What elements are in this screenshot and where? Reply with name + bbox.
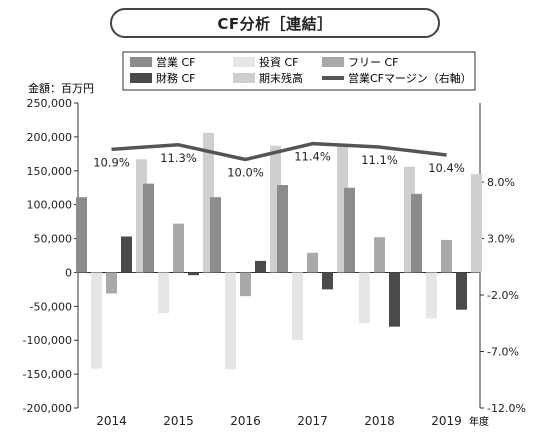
x-tick-label: 2015 xyxy=(163,414,194,428)
y2-tick-label: -7.0% xyxy=(487,346,519,359)
bar-kimatsu-2017 xyxy=(337,144,348,273)
bar-zaimu-2019 xyxy=(456,272,467,310)
y-tick-label: -150,000 xyxy=(23,368,72,381)
bar-kimatsu-2016 xyxy=(270,145,281,273)
bar-eigyo-2017 xyxy=(277,185,288,273)
bar-eigyo-2019 xyxy=(411,193,422,273)
y-tick-label: -100,000 xyxy=(23,334,72,347)
bar-kimatsu-2014 xyxy=(136,159,147,273)
bar-eigyo-2016 xyxy=(210,197,221,273)
x-tick-label: 2016 xyxy=(230,414,261,428)
legend-swatch-eigyo xyxy=(130,57,152,67)
bar-toshi-2016 xyxy=(225,272,236,370)
plot-area: 250,000 200,000 150,000 100,000 50,000 0 -50,0… xyxy=(23,97,526,428)
margin-data-label: 10.0% xyxy=(227,165,264,179)
y2-tick-label: -2.0% xyxy=(487,289,519,302)
bar-free-2017 xyxy=(307,252,318,273)
y2-tick-label: 8.0% xyxy=(487,176,515,189)
margin-data-label: 11.3% xyxy=(160,151,197,165)
bar-zaimu-2017 xyxy=(322,272,333,290)
bar-toshi-2019 xyxy=(426,272,437,319)
bar-eigyo-2018 xyxy=(344,187,355,273)
bar-free-2018 xyxy=(374,237,385,273)
bar-free-2015 xyxy=(173,223,184,273)
margin-data-label: 10.9% xyxy=(93,155,130,169)
y-tick-label: 150,000 xyxy=(27,165,73,178)
chart-title: CF分析［連結］ xyxy=(110,8,440,38)
bar-zaimu-2016 xyxy=(255,260,266,273)
margin-data-label: 10.4% xyxy=(428,161,465,175)
margin-line xyxy=(111,141,447,162)
margin-data-label: 11.1% xyxy=(361,153,398,167)
bar-free-2014 xyxy=(106,272,117,294)
legend-label-eigyo: 営業 CF xyxy=(156,55,196,69)
y-tick-label: 0 xyxy=(65,266,72,279)
legend-label-toshi: 投資 CF xyxy=(259,55,299,69)
bar-zaimu-2018 xyxy=(389,272,400,327)
y-tick-label: 100,000 xyxy=(27,199,73,212)
bar-kimatsu-2018 xyxy=(404,166,415,273)
legend-label-zaimu: 財務 CF xyxy=(156,71,196,85)
y-tick-label: 200,000 xyxy=(27,131,73,144)
legend-swatch-toshi xyxy=(233,57,255,67)
legend-label-margin: 営業CFマージン（右軸） xyxy=(348,71,472,85)
bar-toshi-2014 xyxy=(91,272,102,369)
bar-toshi-2015 xyxy=(158,272,169,314)
legend-swatch-kimatsu xyxy=(233,73,255,83)
bar-eigyo-2015 xyxy=(143,183,154,273)
x-tick-label: 2017 xyxy=(297,414,328,428)
y-tick-label: 50,000 xyxy=(34,233,73,246)
bar-toshi-2017 xyxy=(292,272,303,341)
bar-kimatsu-2019 xyxy=(471,174,482,273)
y2-tick-label: -12.0% xyxy=(487,402,526,415)
bar-kimatsu-2015 xyxy=(203,132,214,273)
bar-zaimu-2014 xyxy=(121,236,132,273)
unit-label: 金額：百万円 xyxy=(28,81,94,95)
legend-label-kimatsu: 期末残高 xyxy=(259,71,303,85)
x-tick-label: 2014 xyxy=(96,414,127,428)
bar-toshi-2018 xyxy=(359,272,370,324)
bar-eigyo-2014 xyxy=(76,197,87,273)
legend-swatch-zaimu xyxy=(130,73,152,83)
y-tick-label: 250,000 xyxy=(27,97,73,110)
margin-data-label: 11.4% xyxy=(294,150,331,164)
y-tick-label: -50,000 xyxy=(30,300,72,313)
legend: 営業 CF 財務 CF 投資 CF 期末残高 フリー CF 営業CFマージン（右… xyxy=(122,51,476,91)
y-tick-label: -200,000 xyxy=(23,402,72,415)
x-tick-label: 2019 xyxy=(431,414,462,428)
bar-free-2019 xyxy=(441,239,452,273)
x-tick-label: 2018 xyxy=(364,414,395,428)
legend-label-free: フリー CF xyxy=(348,56,399,69)
bar-free-2016 xyxy=(240,272,251,297)
x-axis-label: 年度 xyxy=(469,415,489,428)
bar-zaimu-2015 xyxy=(188,272,199,276)
legend-swatch-free xyxy=(322,57,344,67)
y2-tick-label: 3.0% xyxy=(487,233,515,246)
